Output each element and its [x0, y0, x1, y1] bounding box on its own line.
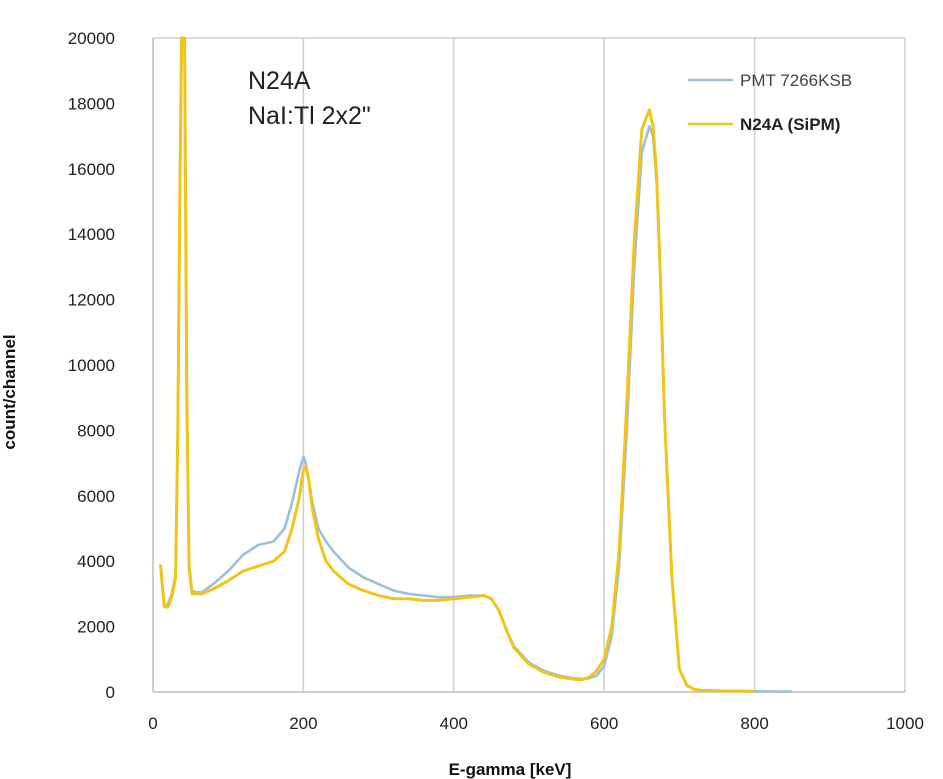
y-tick-label: 14000: [68, 225, 115, 244]
legend: PMT 7266KSB N24A (SiPM): [688, 71, 852, 134]
y-tick-label: 16000: [68, 160, 115, 179]
series-line-sipm: [159, 36, 755, 693]
y-tick-label: 20000: [68, 29, 115, 48]
annotation-model: N24A: [248, 67, 311, 95]
y-tick-label: 6000: [77, 487, 115, 506]
legend-label-sipm: N24A (SiPM): [740, 115, 840, 134]
y-tick-label: 8000: [77, 421, 115, 440]
x-tick-labels: 0 200 400 600 800 1000: [148, 714, 924, 733]
y-tick-label: 10000: [68, 356, 115, 375]
legend-label-pmt: PMT 7266KSB: [740, 71, 852, 90]
x-tick-label: 400: [440, 714, 468, 733]
grid: [302, 38, 906, 692]
y-tick-label: 0: [106, 683, 115, 702]
y-tick-labels: 0 2000 4000 6000 8000 10000 12000 14000 16000 180…: [68, 29, 115, 702]
y-tick-label: 4000: [77, 552, 115, 571]
x-tick-label: 200: [289, 714, 317, 733]
y-tick-label: 2000: [77, 618, 115, 637]
x-tick-label: 600: [590, 714, 618, 733]
y-axis-label: count/channel: [0, 334, 19, 449]
y-tick-label: 12000: [68, 291, 115, 310]
x-tick-label: 0: [148, 714, 157, 733]
x-axis-label: E-gamma [keV]: [449, 760, 572, 779]
x-tick-label: 800: [740, 714, 768, 733]
x-tick-label: 1000: [886, 714, 924, 733]
annotation-crystal: NaI:Tl 2x2": [248, 102, 371, 130]
series-lines: [159, 36, 793, 693]
y-tick-label: 18000: [68, 94, 115, 113]
